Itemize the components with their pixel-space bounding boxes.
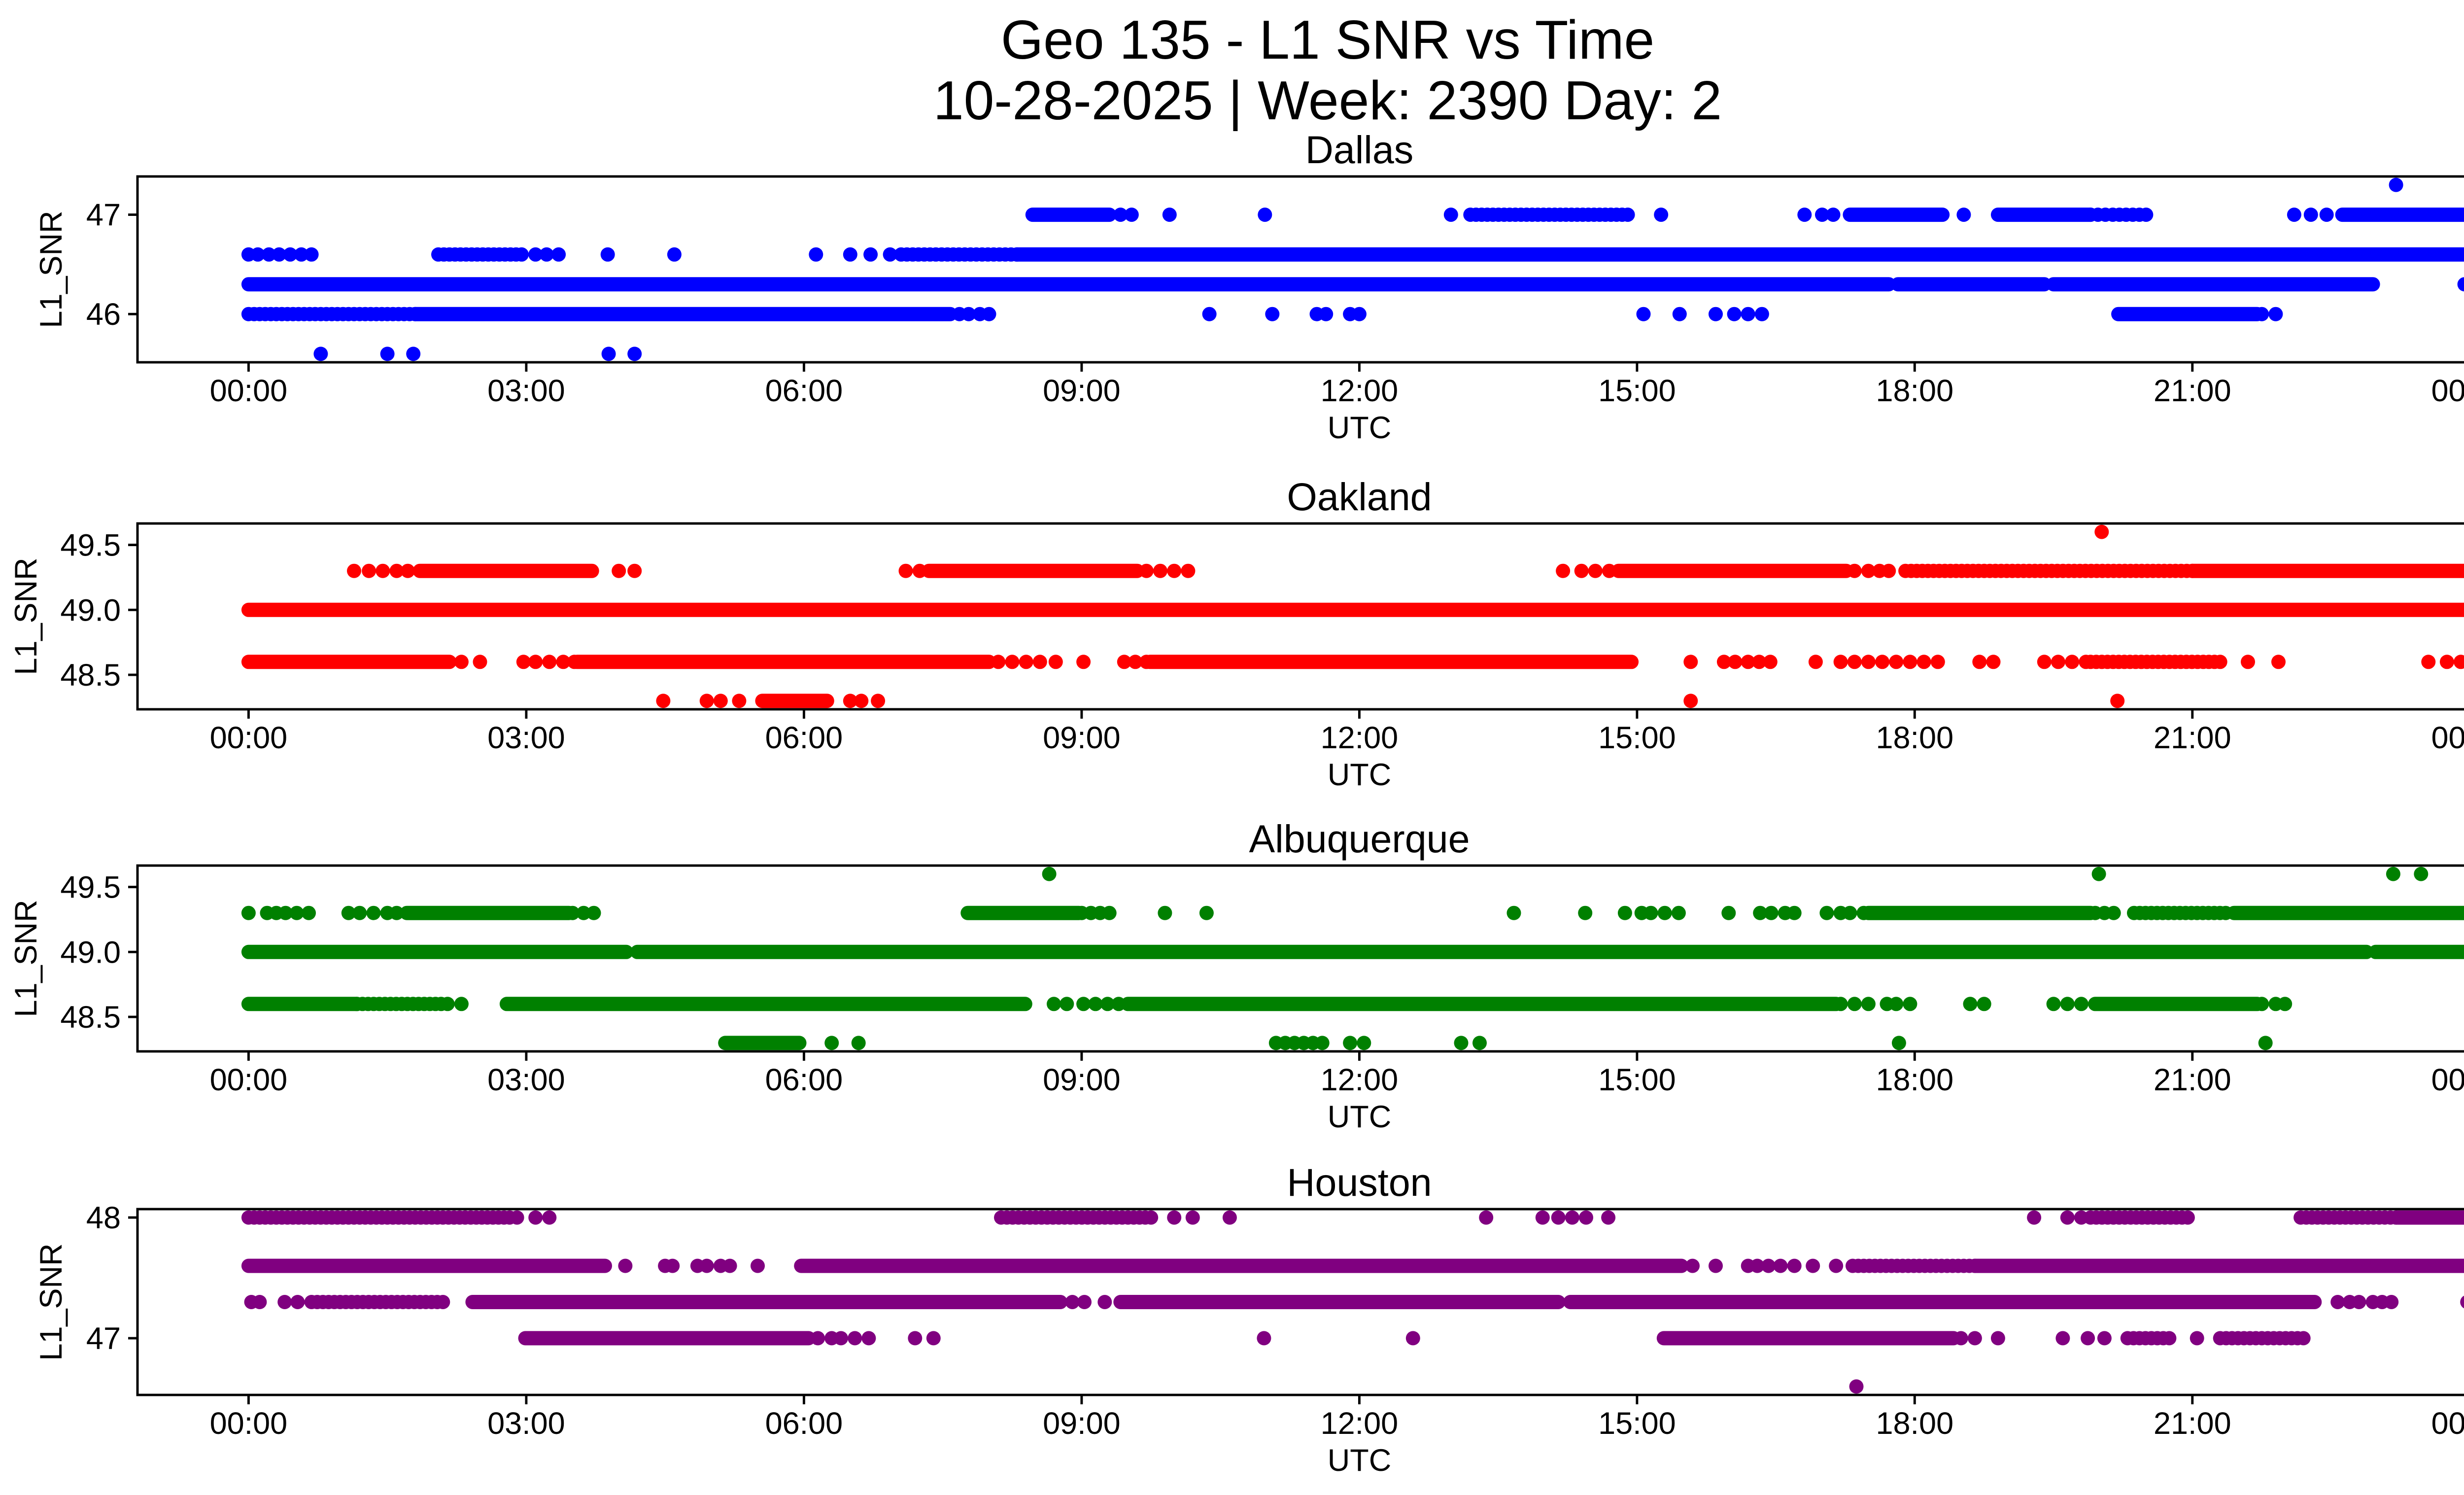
svg-text:15:00: 15:00 [1598,1063,1676,1097]
svg-text:49.5: 49.5 [60,870,121,905]
svg-text:09:00: 09:00 [1043,374,1121,408]
svg-text:09:00: 09:00 [1043,1063,1121,1097]
svg-text:46: 46 [86,297,121,332]
svg-text:UTC: UTC [1328,1443,1391,1478]
svg-text:49.0: 49.0 [60,593,121,627]
svg-text:L1_SNR: L1_SNR [34,1243,68,1360]
svg-text:21:00: 21:00 [2154,721,2231,755]
svg-text:15:00: 15:00 [1598,721,1676,755]
svg-text:00:00: 00:00 [210,1406,288,1441]
svg-text:10-28-2025 | Week: 2390 Day: 2: 10-28-2025 | Week: 2390 Day: 2 [933,70,1722,131]
svg-text:15:00: 15:00 [1598,1406,1676,1441]
svg-text:21:00: 21:00 [2154,374,2231,408]
svg-text:49.5: 49.5 [60,528,121,563]
svg-text:00:00: 00:00 [2431,374,2464,408]
svg-text:L1_SNR: L1_SNR [9,900,43,1017]
svg-text:03:00: 03:00 [487,1406,565,1441]
svg-text:48.5: 48.5 [60,658,121,693]
svg-text:Albuquerque: Albuquerque [1249,817,1470,861]
svg-text:09:00: 09:00 [1043,721,1121,755]
svg-text:15:00: 15:00 [1598,374,1676,408]
svg-text:06:00: 06:00 [765,374,843,408]
svg-text:48.5: 48.5 [60,1000,121,1035]
svg-text:47: 47 [86,1321,121,1356]
svg-text:12:00: 12:00 [1321,1406,1399,1441]
svg-text:18:00: 18:00 [1876,374,1953,408]
svg-text:03:00: 03:00 [487,721,565,755]
svg-text:UTC: UTC [1328,411,1391,445]
svg-text:18:00: 18:00 [1876,721,1953,755]
svg-text:03:00: 03:00 [487,374,565,408]
svg-text:Houston: Houston [1287,1160,1432,1204]
svg-text:47: 47 [86,198,121,233]
svg-text:03:00: 03:00 [487,1063,565,1097]
svg-text:12:00: 12:00 [1321,721,1399,755]
svg-text:00:00: 00:00 [210,1063,288,1097]
svg-text:21:00: 21:00 [2154,1063,2231,1097]
svg-text:L1_SNR: L1_SNR [34,210,68,328]
svg-text:00:00: 00:00 [210,374,288,408]
svg-text:18:00: 18:00 [1876,1406,1953,1441]
svg-text:00:00: 00:00 [210,721,288,755]
svg-text:49.0: 49.0 [60,935,121,970]
svg-text:00:00: 00:00 [2431,721,2464,755]
svg-text:06:00: 06:00 [765,1406,843,1441]
svg-text:Dallas: Dallas [1305,128,1414,172]
svg-text:21:00: 21:00 [2154,1406,2231,1441]
svg-text:Oakland: Oakland [1287,475,1432,519]
svg-text:06:00: 06:00 [765,1063,843,1097]
svg-text:00:00: 00:00 [2431,1063,2464,1097]
svg-text:12:00: 12:00 [1321,1063,1399,1097]
svg-text:48: 48 [86,1201,121,1235]
svg-text:UTC: UTC [1328,758,1391,792]
svg-text:06:00: 06:00 [765,721,843,755]
svg-text:00:00: 00:00 [2431,1406,2464,1441]
svg-text:UTC: UTC [1328,1100,1391,1134]
svg-text:18:00: 18:00 [1876,1063,1953,1097]
svg-text:12:00: 12:00 [1321,374,1399,408]
svg-text:L1_SNR: L1_SNR [9,557,43,675]
svg-text:Geo 135 - L1 SNR vs Time: Geo 135 - L1 SNR vs Time [1001,9,1654,70]
svg-text:09:00: 09:00 [1043,1406,1121,1441]
